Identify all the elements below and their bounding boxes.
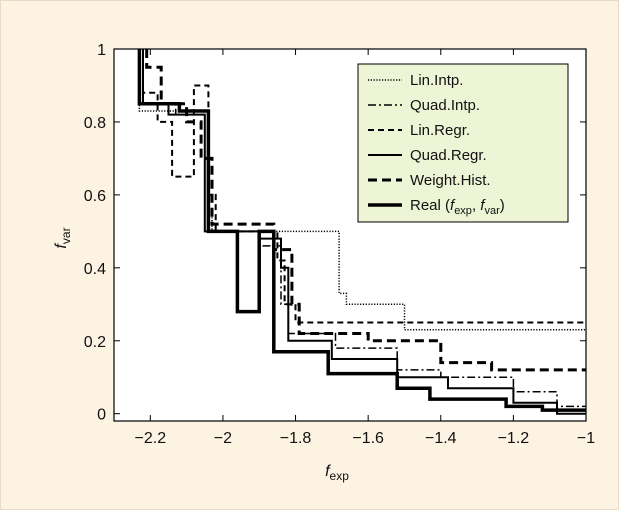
y-tick-label: 0: [97, 407, 106, 424]
y-tick-label: 0.8: [84, 115, 106, 132]
series-line-4: [142, 49, 586, 415]
x-tick-label: −1: [577, 430, 595, 447]
legend-label-5: Weight.Hist.: [410, 172, 491, 189]
x-tick-label: −1.2: [498, 430, 530, 447]
x-tick-label: −2: [214, 430, 232, 447]
x-axis: −2.2 −2 −1.8 −1.6 −1.4 −1.2 −1: [135, 49, 595, 447]
x-tick-label: −1.8: [280, 430, 312, 447]
series-line-6: [137, 49, 586, 412]
y-tick-label: 1: [97, 42, 106, 59]
y-tick-label: 0.4: [84, 261, 106, 278]
legend-label-3: Lin.Regr.: [410, 122, 470, 139]
legend-label-1: Lin.Intp.: [410, 72, 463, 89]
legend-box: [357, 63, 569, 223]
x-tick-label: −1.4: [425, 430, 457, 447]
legend-label-4: Quad.Regr.: [410, 147, 487, 164]
legend-label-6: Real (fexp, fvar): [410, 197, 505, 217]
x-tick-label: −2.2: [135, 430, 167, 447]
y-tick-label: 0.6: [84, 188, 106, 205]
y-axis-label: fvar: [53, 227, 73, 248]
y-tick-label: 0.2: [84, 334, 106, 351]
x-axis-label: fexp: [325, 463, 349, 483]
legend: Lin.Intp. Quad.Intp. Lin.Regr. Quad.Regr. We…: [357, 63, 569, 223]
legend-label-2: Quad.Intp.: [410, 97, 480, 114]
series-layer: [137, 49, 586, 415]
y-axis: 0 0.2 0.4 0.6 0.8 1: [84, 42, 586, 424]
x-tick-label: −1.6: [352, 430, 384, 447]
